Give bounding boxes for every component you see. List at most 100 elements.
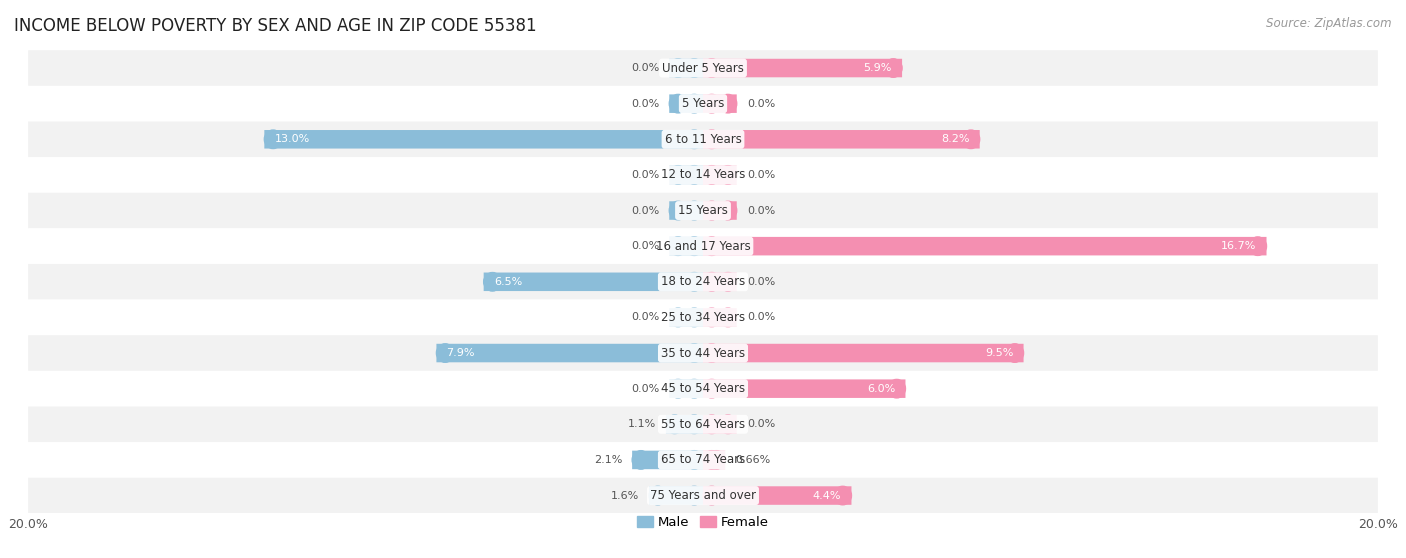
Text: 0.0%: 0.0% xyxy=(631,241,659,251)
FancyBboxPatch shape xyxy=(703,237,1267,256)
Circle shape xyxy=(669,308,686,326)
Circle shape xyxy=(703,344,720,362)
Circle shape xyxy=(686,451,703,469)
Text: 0.0%: 0.0% xyxy=(631,63,659,73)
Text: 0.0%: 0.0% xyxy=(631,384,659,393)
Circle shape xyxy=(669,237,686,256)
FancyBboxPatch shape xyxy=(669,166,703,184)
Text: 0.0%: 0.0% xyxy=(747,170,775,180)
Text: 7.9%: 7.9% xyxy=(447,348,475,358)
Circle shape xyxy=(834,486,852,505)
Circle shape xyxy=(686,130,703,148)
Text: 55 to 64 Years: 55 to 64 Years xyxy=(661,418,745,431)
Circle shape xyxy=(669,166,686,184)
Text: 0.0%: 0.0% xyxy=(631,312,659,323)
Text: 45 to 54 Years: 45 to 54 Years xyxy=(661,382,745,395)
FancyBboxPatch shape xyxy=(28,371,1378,406)
Circle shape xyxy=(686,415,703,434)
Circle shape xyxy=(686,486,703,505)
Text: 65 to 74 Years: 65 to 74 Years xyxy=(661,454,745,466)
Text: 0.66%: 0.66% xyxy=(735,455,770,465)
Circle shape xyxy=(720,308,737,326)
Text: 13.0%: 13.0% xyxy=(274,134,309,145)
FancyBboxPatch shape xyxy=(669,308,703,326)
Text: 0.0%: 0.0% xyxy=(631,99,659,109)
Circle shape xyxy=(264,130,281,148)
Circle shape xyxy=(703,308,720,326)
Text: 5 Years: 5 Years xyxy=(682,97,724,110)
Circle shape xyxy=(720,272,737,291)
Circle shape xyxy=(686,379,703,398)
FancyBboxPatch shape xyxy=(703,94,737,113)
FancyBboxPatch shape xyxy=(703,308,737,326)
FancyBboxPatch shape xyxy=(669,94,703,113)
FancyBboxPatch shape xyxy=(436,344,703,362)
Text: 18 to 24 Years: 18 to 24 Years xyxy=(661,275,745,288)
FancyBboxPatch shape xyxy=(666,415,703,434)
FancyBboxPatch shape xyxy=(264,130,703,148)
Circle shape xyxy=(669,379,686,398)
FancyBboxPatch shape xyxy=(28,335,1378,371)
Text: INCOME BELOW POVERTY BY SEX AND AGE IN ZIP CODE 55381: INCOME BELOW POVERTY BY SEX AND AGE IN Z… xyxy=(14,17,537,35)
Text: 75 Years and over: 75 Years and over xyxy=(650,489,756,502)
Circle shape xyxy=(703,237,720,256)
Circle shape xyxy=(669,59,686,78)
Circle shape xyxy=(884,59,903,78)
Circle shape xyxy=(703,272,720,291)
Circle shape xyxy=(720,94,737,113)
Text: 9.5%: 9.5% xyxy=(986,348,1014,358)
Text: 0.0%: 0.0% xyxy=(747,312,775,323)
Text: 15 Years: 15 Years xyxy=(678,204,728,217)
FancyBboxPatch shape xyxy=(633,451,703,469)
Text: 0.0%: 0.0% xyxy=(747,205,775,215)
FancyBboxPatch shape xyxy=(669,201,703,220)
FancyBboxPatch shape xyxy=(28,193,1378,228)
Circle shape xyxy=(666,415,683,434)
FancyBboxPatch shape xyxy=(28,86,1378,122)
Text: 5.9%: 5.9% xyxy=(863,63,891,73)
FancyBboxPatch shape xyxy=(703,344,1024,362)
Circle shape xyxy=(703,94,720,113)
Text: 0.0%: 0.0% xyxy=(747,99,775,109)
FancyBboxPatch shape xyxy=(28,478,1378,513)
Circle shape xyxy=(686,237,703,256)
Text: Under 5 Years: Under 5 Years xyxy=(662,61,744,75)
FancyBboxPatch shape xyxy=(703,130,980,148)
FancyBboxPatch shape xyxy=(28,157,1378,193)
Text: 35 to 44 Years: 35 to 44 Years xyxy=(661,347,745,359)
FancyBboxPatch shape xyxy=(703,486,852,505)
Circle shape xyxy=(686,308,703,326)
FancyBboxPatch shape xyxy=(703,272,737,291)
FancyBboxPatch shape xyxy=(484,272,703,291)
Circle shape xyxy=(686,272,703,291)
FancyBboxPatch shape xyxy=(28,300,1378,335)
Circle shape xyxy=(889,379,905,398)
Text: 6.0%: 6.0% xyxy=(868,384,896,393)
FancyBboxPatch shape xyxy=(703,201,737,220)
Text: 16.7%: 16.7% xyxy=(1220,241,1257,251)
Text: 8.2%: 8.2% xyxy=(941,134,970,145)
FancyBboxPatch shape xyxy=(703,379,905,398)
Text: 4.4%: 4.4% xyxy=(813,490,841,501)
FancyBboxPatch shape xyxy=(28,406,1378,442)
Circle shape xyxy=(436,344,454,362)
Text: 0.0%: 0.0% xyxy=(747,419,775,429)
FancyBboxPatch shape xyxy=(650,486,703,505)
Circle shape xyxy=(1249,237,1267,256)
Circle shape xyxy=(707,451,725,469)
Circle shape xyxy=(1007,344,1024,362)
Circle shape xyxy=(703,451,720,469)
Circle shape xyxy=(962,130,980,148)
Circle shape xyxy=(686,344,703,362)
Text: 0.0%: 0.0% xyxy=(631,205,659,215)
Circle shape xyxy=(650,486,666,505)
Text: 16 and 17 Years: 16 and 17 Years xyxy=(655,240,751,253)
FancyBboxPatch shape xyxy=(28,264,1378,300)
Circle shape xyxy=(484,272,501,291)
Legend: Male, Female: Male, Female xyxy=(631,511,775,535)
Circle shape xyxy=(686,166,703,184)
FancyBboxPatch shape xyxy=(28,122,1378,157)
Text: 6 to 11 Years: 6 to 11 Years xyxy=(665,133,741,146)
Text: 12 to 14 Years: 12 to 14 Years xyxy=(661,169,745,181)
Circle shape xyxy=(703,379,720,398)
